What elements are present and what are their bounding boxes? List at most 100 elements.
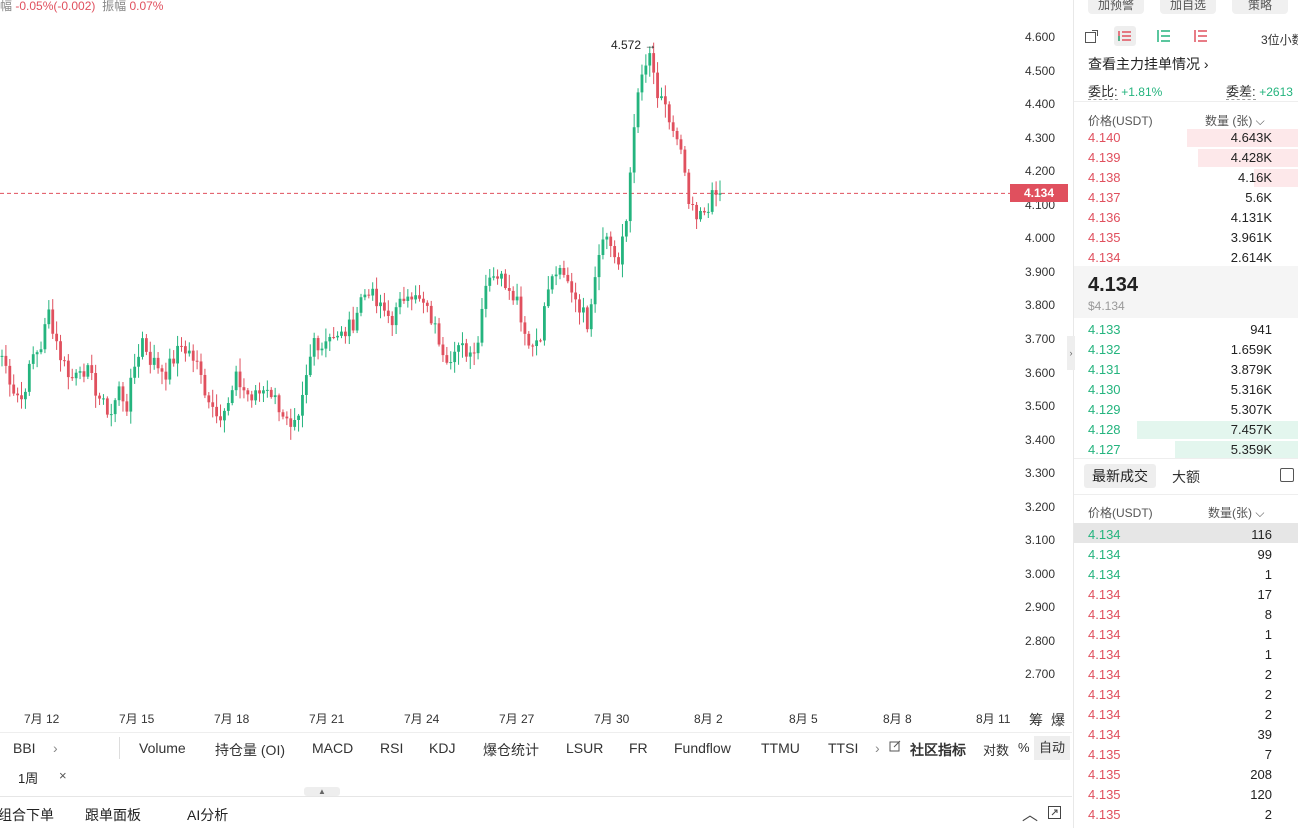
candle-body	[172, 359, 175, 364]
period-label[interactable]: 1周	[18, 768, 38, 787]
candle-body	[453, 352, 456, 362]
trade-price: 4.135	[1088, 747, 1121, 762]
bid-price: 4.132	[1088, 342, 1121, 357]
candle-body	[551, 276, 554, 289]
close-icon[interactable]: ×	[59, 768, 67, 783]
candle-body	[75, 373, 78, 378]
bids-view-icon[interactable]	[1156, 29, 1172, 48]
price-tick-label: 3.300	[1009, 466, 1055, 480]
combo-order-tab[interactable]: 组合下单	[0, 805, 54, 825]
price-tick-label: 4.000	[1009, 231, 1055, 245]
large-trades-checkbox[interactable]	[1280, 468, 1294, 482]
indicator-volume[interactable]: Volume	[139, 740, 186, 756]
candle-body	[520, 297, 523, 323]
add-favorite-button[interactable]: 加自选	[1160, 0, 1216, 14]
chevron-up-icon[interactable]: ︿	[1022, 801, 1038, 825]
candle-body	[543, 306, 546, 340]
price-tick-label: 3.600	[1009, 366, 1055, 380]
ask-price: 4.136	[1088, 210, 1121, 225]
strategy-button[interactable]: 策略	[1232, 0, 1288, 14]
indicator-rsi[interactable]: RSI	[380, 740, 403, 756]
candle-body	[235, 372, 238, 391]
price-tick-label: 2.800	[1009, 634, 1055, 648]
expand-icon[interactable]	[1048, 806, 1061, 822]
chevron-right-icon[interactable]: ›	[53, 740, 58, 756]
indicator-kdj[interactable]: KDJ	[429, 740, 455, 756]
candle-body	[1, 356, 4, 357]
candle-body	[297, 416, 300, 420]
panel-toggle-handle[interactable]: ›	[1067, 336, 1075, 370]
indicator-fundflow[interactable]: Fundflow	[674, 740, 731, 756]
candle-body	[496, 276, 499, 278]
trades-header-qty[interactable]: 数量(张) ⌵	[1208, 504, 1264, 521]
candle-body	[207, 395, 210, 402]
candle-body	[531, 346, 534, 347]
candle-body	[379, 303, 382, 307]
candle-body	[239, 372, 242, 388]
indicator-ttmu[interactable]: TTMU	[761, 740, 800, 756]
candle-body	[578, 299, 581, 312]
auto-scale-toggle[interactable]: 自动	[1034, 736, 1070, 760]
chevron-right-icon[interactable]: ›	[875, 740, 880, 756]
candle-body	[481, 309, 484, 343]
candle-body	[344, 332, 347, 337]
candle-body	[274, 395, 277, 397]
candle-body	[434, 323, 437, 324]
bid-price: 4.133	[1088, 322, 1121, 337]
indicator-oi[interactable]: 持仓量 (OI)	[215, 740, 285, 760]
ob-header-qty[interactable]: 数量 (张) ⌵	[1205, 112, 1265, 129]
main-orders-link[interactable]: 查看主力挂单情况 ›	[1088, 54, 1209, 74]
candle-body	[55, 334, 58, 341]
asks-view-icon[interactable]	[1193, 29, 1209, 48]
chips-icon[interactable]: 筹	[1029, 710, 1043, 730]
edit-icon[interactable]	[889, 739, 901, 755]
trade-price: 4.135	[1088, 787, 1121, 802]
indicator-macd[interactable]: MACD	[312, 740, 353, 756]
community-indicators[interactable]: 社区指标	[910, 740, 966, 760]
price-tick-label: 3.100	[1009, 533, 1055, 547]
ask-price: 4.134	[1088, 250, 1121, 265]
candle-body	[477, 343, 480, 354]
large-trades-tab[interactable]: 大额	[1172, 467, 1200, 487]
log-scale-toggle[interactable]: 对数	[983, 740, 1009, 759]
indicator-liquidation[interactable]: 爆仓统计	[483, 740, 539, 760]
candle-body	[168, 359, 171, 380]
ai-analysis-tab[interactable]: AI分析	[187, 805, 228, 825]
price-tick-label: 4.500	[1009, 64, 1055, 78]
candle-body	[711, 190, 714, 212]
indicator-fr[interactable]: FR	[629, 740, 648, 756]
indicator-lsur[interactable]: LSUR	[566, 740, 603, 756]
percent-scale-toggle[interactable]: %	[1018, 740, 1030, 755]
both-sides-view-icon[interactable]	[1114, 26, 1136, 46]
candle-body	[16, 394, 19, 396]
indicator-bbi[interactable]: BBI	[13, 740, 36, 756]
external-link-icon[interactable]	[1085, 30, 1098, 48]
follow-panel-tab[interactable]: 跟单面板	[85, 805, 141, 825]
add-alert-button[interactable]: 加预警	[1088, 0, 1144, 14]
candlestick-chart[interactable]	[0, 0, 1072, 732]
latest-trades-tab[interactable]: 最新成交	[1084, 464, 1156, 488]
indicator-ttsi[interactable]: TTSI	[828, 740, 858, 756]
candle-body	[574, 293, 577, 300]
precision-select[interactable]: 3位小数	[1261, 31, 1298, 48]
trade-price: 4.134	[1088, 727, 1121, 742]
candle-body	[137, 357, 140, 367]
collapse-handle[interactable]: ▲	[304, 787, 340, 796]
liquidation-icon[interactable]: 爆	[1051, 710, 1065, 730]
candle-body	[687, 173, 690, 204]
